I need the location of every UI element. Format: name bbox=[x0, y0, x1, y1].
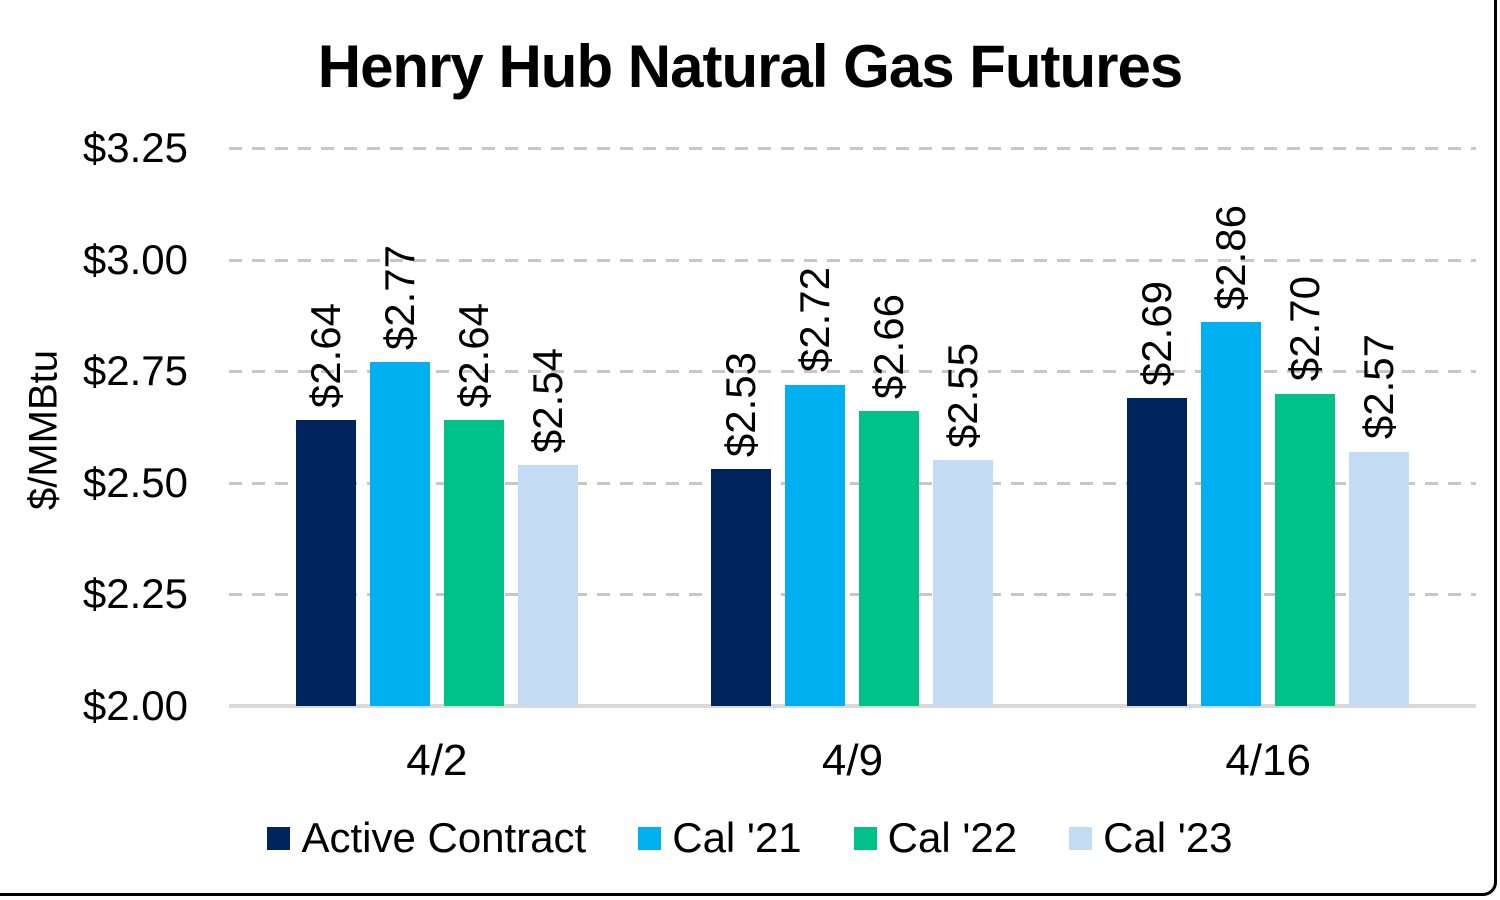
bar-active-contract-4/9 bbox=[711, 469, 772, 706]
bar-value-label: $2.57 bbox=[1355, 334, 1403, 440]
legend: Active Contract Cal '21 Cal '22 Cal '23 bbox=[0, 814, 1500, 862]
legend-item-active-contract: Active Contract bbox=[267, 814, 586, 862]
legend-swatch-icon bbox=[267, 826, 291, 850]
legend-label: Cal '23 bbox=[1103, 814, 1233, 861]
bar-cal-22-4/9 bbox=[859, 411, 920, 706]
gridline bbox=[229, 370, 1476, 374]
bar-slot: $2.53 bbox=[711, 148, 772, 706]
bar-active-contract-4/2 bbox=[295, 420, 356, 706]
legend-label: Cal '21 bbox=[672, 814, 802, 861]
bar-value-label: $2.64 bbox=[301, 303, 349, 409]
y-tick-label: $2.75 bbox=[82, 347, 188, 395]
gridline bbox=[229, 147, 1476, 150]
bar-cal-22-4/16 bbox=[1275, 393, 1336, 706]
legend-label: Active Contract bbox=[301, 814, 587, 861]
y-tick-label: $3.00 bbox=[82, 235, 188, 283]
legend-swatch-icon bbox=[853, 826, 877, 850]
legend-swatch-icon bbox=[638, 826, 662, 850]
chart-title: Henry Hub Natural Gas Futures bbox=[317, 33, 1184, 100]
bar-slot: $2.64 bbox=[443, 148, 504, 706]
bar-value-label: $2.69 bbox=[1133, 280, 1181, 386]
x-tick-label-4/9: 4/9 bbox=[821, 736, 884, 785]
y-tick-label: $2.50 bbox=[82, 458, 188, 506]
bar-value-label: $2.86 bbox=[1207, 205, 1255, 311]
legend-item-cal-21: Cal '21 bbox=[638, 814, 802, 862]
legend-item-cal-22: Cal '22 bbox=[853, 814, 1018, 862]
gridline bbox=[229, 481, 1476, 485]
bar-cal-23-4/16 bbox=[1349, 451, 1410, 706]
bar-slot: $2.57 bbox=[1349, 148, 1410, 706]
bar-slot: $2.86 bbox=[1201, 148, 1262, 706]
bar-cal-21-4/2 bbox=[369, 362, 430, 706]
bar-cal-21-4/16 bbox=[1201, 322, 1262, 706]
bar-active-contract-4/16 bbox=[1127, 397, 1188, 706]
bar-value-label: $2.66 bbox=[865, 294, 913, 400]
bar-value-label: $2.77 bbox=[375, 245, 423, 351]
bar-group-4/16: $2.69 $2.86 $2.70 $2.57 bbox=[1060, 148, 1476, 706]
bar-slot: $2.55 bbox=[933, 148, 994, 706]
x-tick-label-4/2: 4/2 bbox=[406, 736, 468, 785]
bar-slot: $2.77 bbox=[369, 148, 430, 706]
bar-value-label: $2.72 bbox=[791, 267, 839, 373]
bar-slot: $2.69 bbox=[1127, 148, 1188, 706]
bar-value-label: $2.53 bbox=[717, 352, 765, 458]
legend-label: Cal '22 bbox=[887, 814, 1018, 861]
bar-slot: $2.72 bbox=[785, 148, 846, 706]
y-tick-label: $2.00 bbox=[82, 682, 188, 729]
bar-group-4/2: $2.64 $2.77 $2.64 $2.54 bbox=[229, 148, 645, 706]
legend-item-cal-23: Cal '23 bbox=[1069, 814, 1233, 862]
bar-cal-21-4/9 bbox=[785, 384, 846, 706]
y-tick-label: $3.25 bbox=[82, 124, 188, 171]
bar-value-label: $2.64 bbox=[449, 303, 497, 409]
bar-slot: $2.64 bbox=[295, 148, 356, 706]
bar-value-label: $2.55 bbox=[939, 343, 987, 449]
gridline bbox=[229, 593, 1476, 597]
bar-cal-23-4/2 bbox=[517, 464, 578, 706]
bar-slot: $2.66 bbox=[859, 148, 920, 706]
bar-cal-23-4/9 bbox=[933, 460, 994, 706]
plot-area: $2.64 $2.77 $2.64 $2.54 $2.53 $2.72 $2.66 $2.55… bbox=[229, 147, 1476, 708]
y-tick-label: $2.25 bbox=[82, 570, 188, 618]
x-tick-label-4/16: 4/16 bbox=[1225, 736, 1311, 785]
bar-value-label: $2.70 bbox=[1281, 276, 1329, 382]
gridline bbox=[229, 258, 1476, 262]
bar-slot: $2.54 bbox=[517, 148, 578, 706]
x-axis-line bbox=[229, 704, 1476, 708]
bar-value-label: $2.54 bbox=[523, 347, 571, 453]
bar-group-4/9: $2.53 $2.72 $2.66 $2.55 bbox=[645, 148, 1061, 706]
legend-swatch-icon bbox=[1069, 826, 1093, 850]
bar-slot: $2.70 bbox=[1275, 148, 1336, 706]
bar-cal-22-4/2 bbox=[443, 420, 504, 706]
